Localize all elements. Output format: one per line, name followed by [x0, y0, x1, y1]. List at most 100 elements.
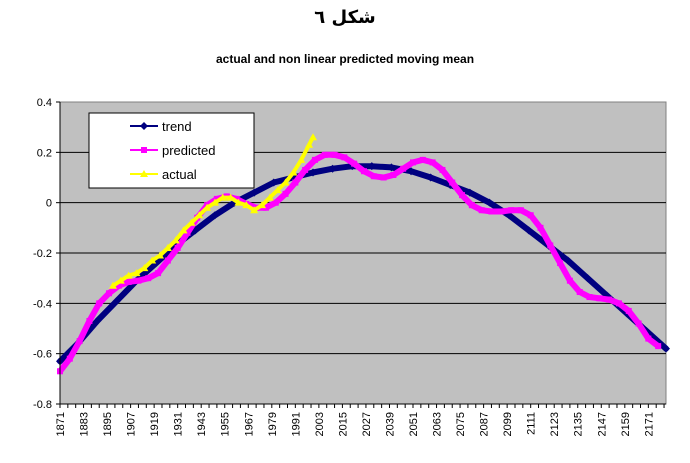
- data-point-predicted: [233, 195, 240, 202]
- data-point-predicted: [566, 277, 573, 284]
- data-point-trend: [583, 274, 592, 283]
- data-point-trend: [210, 211, 219, 220]
- x-tick-label: 2111: [526, 412, 538, 435]
- legend-label-trend: trend: [162, 119, 192, 134]
- data-point-trend: [662, 344, 670, 353]
- data-point-trend: [269, 178, 278, 187]
- data-point-predicted: [537, 224, 544, 231]
- legend-items: trend predicted actual: [130, 119, 215, 182]
- x-tick-label: 2051: [408, 412, 420, 436]
- data-point-actual: [140, 264, 149, 272]
- data-point-predicted: [488, 208, 495, 215]
- data-point-predicted: [557, 260, 564, 267]
- data-point-actual: [265, 193, 274, 201]
- data-point-actual: [297, 155, 306, 163]
- data-point-predicted: [311, 156, 318, 163]
- data-point-trend: [524, 226, 533, 235]
- data-point-actual: [289, 168, 298, 176]
- x-tick-label: 1955: [220, 412, 232, 436]
- data-point-actual: [210, 198, 219, 206]
- x-tick-label: 2171: [643, 412, 655, 436]
- data-point-actual: [258, 201, 266, 209]
- data-point-actual: [281, 178, 290, 186]
- data-point-actual: [163, 243, 172, 251]
- data-point-actual: [203, 203, 212, 211]
- x-tick-label: 2003: [314, 412, 326, 436]
- data-point-trend: [465, 188, 474, 197]
- data-point-actual: [234, 198, 243, 206]
- y-tick-label: -0.2: [33, 248, 52, 260]
- data-point-predicted: [508, 207, 515, 214]
- data-point-predicted: [400, 165, 407, 172]
- x-tick-label: 2027: [361, 412, 373, 436]
- x-tick-label: 1943: [196, 412, 208, 436]
- data-point-predicted: [625, 307, 632, 314]
- y-tick-label: -0.6: [33, 349, 52, 361]
- chart-subtitle: actual and non linear predicted moving m…: [215, 52, 475, 66]
- legend-label-predicted: predicted: [162, 143, 215, 158]
- x-axis: 1871 1883 1895 1907 1919 1931 1943 1955 1967 1979…: [55, 403, 666, 436]
- data-point-actual: [218, 193, 227, 201]
- data-point-predicted: [184, 229, 191, 236]
- data-point-predicted: [272, 199, 279, 206]
- x-tick-label: 2087: [479, 412, 491, 436]
- data-point-predicted: [655, 343, 662, 350]
- data-point-predicted: [390, 171, 397, 178]
- data-point-actual: [171, 236, 180, 244]
- data-point-predicted: [439, 166, 446, 173]
- y-tick-label: -0.4: [33, 298, 52, 310]
- data-point-actual: [108, 281, 117, 289]
- data-point-actual: [148, 256, 157, 264]
- data-point-predicted: [213, 195, 220, 202]
- data-point-predicted: [351, 160, 358, 167]
- x-tick-label: 2147: [596, 412, 608, 436]
- data-point-predicted: [164, 257, 171, 264]
- data-point-predicted: [576, 289, 583, 296]
- data-point-predicted: [292, 179, 299, 186]
- data-point-predicted: [449, 179, 456, 186]
- data-point-predicted: [66, 355, 73, 362]
- y-tick-label: 0: [46, 198, 52, 210]
- x-tick-label: 2159: [620, 412, 632, 436]
- data-point-trend: [387, 163, 396, 172]
- data-point-trend: [367, 162, 376, 171]
- x-tick-label: 2099: [502, 412, 514, 436]
- x-tick-label: 2039: [384, 412, 396, 436]
- x-tick-label: 2123: [549, 412, 561, 436]
- data-point-predicted: [410, 159, 417, 166]
- data-point-actual: [132, 269, 141, 277]
- x-tick-label: 1883: [79, 412, 91, 436]
- data-point-trend: [250, 188, 259, 197]
- data-point-predicted: [459, 192, 466, 199]
- series-actual: [108, 133, 317, 289]
- data-point-predicted: [321, 151, 328, 158]
- data-point-predicted: [115, 282, 122, 289]
- data-point-predicted: [635, 320, 642, 327]
- y-tick-label: -0.8: [33, 399, 52, 411]
- data-point-trend: [407, 167, 416, 176]
- data-point-predicted: [615, 300, 622, 307]
- legend: trend predicted actual: [88, 112, 255, 189]
- data-point-trend: [328, 164, 337, 173]
- x-tick-label: 1907: [126, 412, 138, 436]
- x-tick-label: 1919: [149, 412, 161, 436]
- data-point-predicted: [429, 159, 436, 166]
- data-point-actual: [187, 218, 196, 226]
- data-point-predicted: [155, 270, 162, 277]
- data-point-predicted: [586, 294, 593, 301]
- x-tick-label: 2135: [573, 412, 585, 436]
- legend-marker-actual: [140, 170, 148, 177]
- data-point-predicted: [547, 242, 554, 249]
- data-point-predicted: [360, 168, 367, 175]
- series-layer: [56, 133, 670, 375]
- data-point-predicted: [125, 278, 132, 285]
- data-point-predicted: [331, 151, 338, 158]
- data-point-predicted: [76, 338, 83, 345]
- data-point-predicted: [517, 207, 524, 214]
- data-point-predicted: [606, 296, 613, 303]
- data-point-trend: [112, 296, 121, 305]
- x-tick-label: 1991: [290, 412, 302, 436]
- y-axis: 0.4 0.2 0 -0.2 -0.4 -0.6 -0.8: [33, 97, 61, 411]
- data-point-actual: [195, 211, 204, 219]
